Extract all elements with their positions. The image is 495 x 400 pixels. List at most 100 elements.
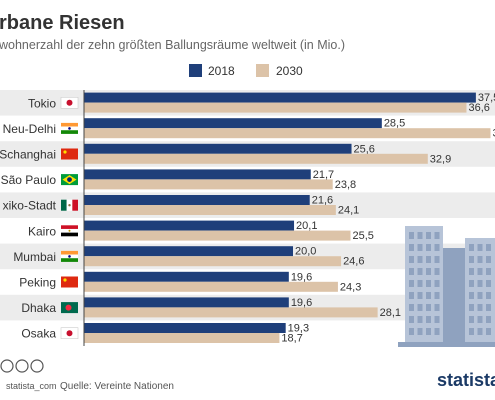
flag-globe — [67, 177, 72, 183]
building-window — [486, 304, 491, 311]
flag-disc — [65, 304, 72, 311]
building-window — [486, 316, 491, 323]
flag-sun — [66, 99, 73, 106]
building-window — [417, 232, 423, 239]
building-window — [417, 268, 423, 275]
bar-2030 — [84, 333, 280, 343]
value-label-2018: 19,6 — [291, 271, 312, 283]
building-window — [434, 280, 440, 287]
building-window — [477, 280, 483, 287]
flag-stripe — [61, 130, 78, 134]
flag-wheel — [68, 127, 71, 130]
row-9: Osaka 19,318,7 — [21, 323, 309, 345]
bar-2018 — [84, 220, 295, 231]
building-window — [434, 328, 440, 335]
building-window — [486, 256, 491, 263]
value-label-2018: 37,5 — [478, 92, 495, 104]
brand-logo: statista — [437, 370, 495, 390]
value-label-2030: 3 — [493, 128, 495, 140]
value-label-2030: 28,1 — [380, 307, 401, 319]
category-label: São Paulo — [1, 173, 57, 187]
building-window — [434, 232, 440, 239]
value-label-2018: 25,6 — [354, 143, 375, 155]
bar-2030 — [84, 307, 378, 318]
building-window — [409, 316, 414, 323]
building-window — [417, 328, 423, 335]
building-window — [409, 328, 414, 335]
flag-stripe — [61, 250, 78, 255]
building-window — [469, 328, 474, 335]
value-label-2018: 19,6 — [291, 297, 312, 309]
building-window — [426, 292, 431, 299]
value-label-2030: 24,1 — [338, 205, 359, 217]
flag-star — [63, 278, 67, 282]
building-window — [426, 316, 431, 323]
bar-2030 — [84, 256, 342, 267]
flag-emblem — [68, 229, 71, 232]
value-label-2030: 24,3 — [340, 281, 361, 293]
flag-stripe — [61, 199, 67, 211]
bar-2030 — [84, 205, 336, 215]
flag-wheel — [68, 255, 71, 258]
flag-field — [61, 148, 78, 160]
flag-field — [61, 276, 78, 288]
flag-stripe — [72, 199, 78, 211]
chart-title: rbane Riesen — [0, 12, 125, 34]
building-window — [469, 268, 474, 275]
flag-stripe — [61, 258, 78, 262]
row-2: Schanghai 25,6 32,9 — [0, 143, 451, 165]
building-window — [417, 292, 423, 299]
flag-stripe — [61, 122, 78, 127]
building-window — [417, 304, 423, 311]
flag-star — [63, 150, 67, 154]
value-label-2018: 20,1 — [296, 220, 317, 232]
building-window — [417, 316, 423, 323]
building-window — [426, 244, 431, 251]
flag-emblem — [68, 204, 71, 207]
building-window — [417, 256, 423, 263]
building-window — [434, 292, 440, 299]
building-window — [469, 256, 474, 263]
building-window — [417, 244, 423, 251]
footer-handle: statista_com — [6, 381, 57, 391]
building-window — [426, 280, 431, 287]
bar-2018 — [84, 92, 476, 103]
row-0: Tokio 37,536,6 — [28, 92, 495, 114]
building-window — [477, 316, 483, 323]
category-label: Tokio — [28, 96, 56, 110]
category-label: Mumbai — [13, 250, 56, 264]
cc-icon — [0, 359, 14, 373]
bar-2030 — [84, 128, 491, 139]
legend-label-2030: 2030 — [276, 64, 303, 78]
building-window — [469, 304, 474, 311]
bar-2018 — [84, 118, 382, 129]
building-window — [434, 316, 440, 323]
bar-2018 — [84, 297, 289, 308]
bar-2030 — [84, 281, 338, 292]
building-window — [486, 292, 491, 299]
building-window — [469, 244, 474, 251]
building-window — [409, 244, 414, 251]
bar-2018 — [84, 195, 310, 205]
building-window — [434, 244, 440, 251]
chart-rows: Tokio 37,536,6 Neu-Delhi 28,5 3 Schanghai 25,6… — [0, 92, 495, 344]
building-window — [426, 232, 431, 239]
value-label-2018: 19,3 — [288, 323, 309, 335]
value-label-2018: 21,7 — [313, 169, 334, 181]
building-window — [426, 256, 431, 263]
building-window — [469, 292, 474, 299]
value-label-2030: 25,5 — [352, 230, 373, 242]
building-window — [434, 304, 440, 311]
value-label-2018: 28,5 — [384, 118, 405, 130]
value-label-2030: 36,6 — [468, 102, 489, 114]
bar-2030 — [84, 153, 428, 164]
row-5: Kairo 20,1 25,5 — [28, 220, 374, 242]
bar-2018 — [84, 271, 289, 282]
building-window — [486, 328, 491, 335]
value-label-2030: 23,8 — [335, 179, 356, 191]
legend-label-2018: 2018 — [208, 64, 235, 78]
flag-stripe — [61, 225, 78, 229]
bar-2018 — [84, 169, 311, 180]
bar-2030 — [84, 102, 467, 113]
